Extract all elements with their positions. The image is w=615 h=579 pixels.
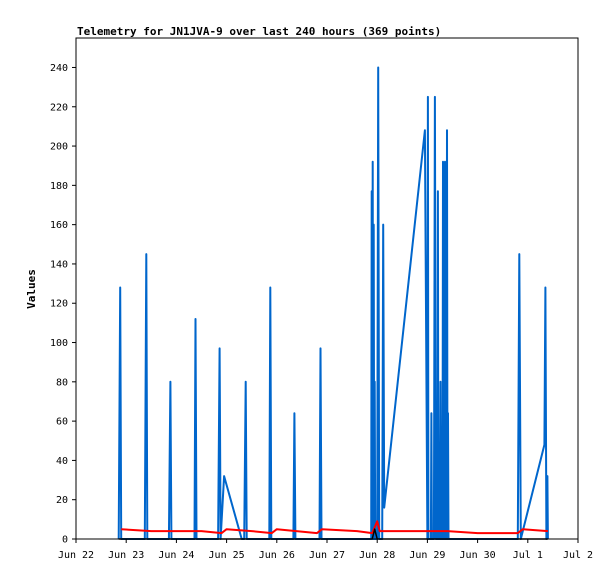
x-tick-label: Jun 29 [409, 550, 445, 561]
y-tick-label: 100 [50, 338, 68, 349]
plot-series [117, 66, 549, 540]
x-tick-label: Jun 26 [259, 550, 295, 561]
y-axis: 0 20 40 60 80 100 120 140 160 180 200 220 240 [50, 63, 76, 546]
series-line-1 [117, 66, 549, 540]
series-line-2 [121, 520, 548, 535]
x-tick-label: Jun 24 [158, 550, 194, 561]
y-tick-label: 240 [50, 63, 68, 74]
x-tick-label: Jul 1 [513, 550, 543, 561]
y-tick-label: 180 [50, 181, 68, 192]
x-tick-label: Jul 2 [563, 550, 593, 561]
y-tick-label: 220 [50, 102, 68, 113]
y-tick-label: 0 [62, 535, 68, 546]
chart-title: Telemetry for JN1JVA-9 over last 240 hou… [77, 25, 441, 38]
x-tick-label: Jun 30 [460, 550, 496, 561]
y-tick-label: 160 [50, 220, 68, 231]
y-tick-label: 80 [56, 377, 68, 388]
y-tick-label: 120 [50, 299, 68, 310]
y-tick-label: 20 [56, 495, 68, 506]
y-axis-label: Values [25, 269, 38, 309]
x-tick-label: Jun 27 [309, 550, 345, 561]
x-tick-label: Jun 28 [359, 550, 395, 561]
x-tick-label: Jun 22 [58, 550, 94, 561]
y-tick-label: 140 [50, 259, 68, 270]
y-tick-label: 60 [56, 417, 68, 428]
x-axis: Jun 22 Jun 23 Jun 24 Jun 25 Jun 26 Jun 27 Jun … [58, 539, 593, 561]
y-tick-label: 200 [50, 142, 68, 153]
y-tick-label: 40 [56, 456, 68, 467]
x-tick-label: Jun 23 [108, 550, 144, 561]
x-tick-label: Jun 25 [209, 550, 245, 561]
plot-frame [75, 37, 579, 540]
